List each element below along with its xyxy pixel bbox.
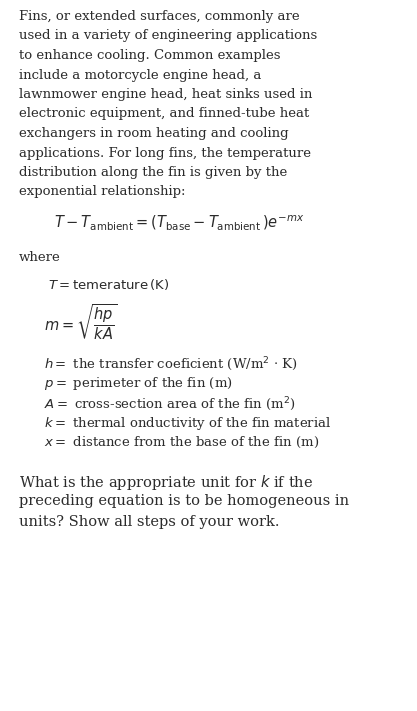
Text: $h = $ the transfer coeficient (W/m$^2$ $\cdot$ K): $h = $ the transfer coeficient (W/m$^2$ … [44, 355, 298, 373]
Text: $x = $ distance from the base of the fin (m): $x = $ distance from the base of the fin… [44, 435, 319, 450]
Text: preceding equation is to be homogeneous in: preceding equation is to be homogeneous … [19, 494, 349, 508]
Text: $A = $ cross-section area of the fin (m$^2$): $A = $ cross-section area of the fin (m$… [44, 395, 296, 412]
Text: $T = \mathrm{temerature\,(K)}$: $T = \mathrm{temerature\,(K)}$ [48, 277, 169, 292]
Text: What is the appropriate unit for $k$ if the: What is the appropriate unit for $k$ if … [19, 473, 313, 492]
Text: distribution along the fin is given by the: distribution along the fin is given by t… [19, 166, 287, 179]
Text: units? Show all steps of your work.: units? Show all steps of your work. [19, 515, 279, 529]
Text: applications. For long fins, the temperature: applications. For long fins, the tempera… [19, 146, 311, 159]
Text: $k = $ thermal onductivity of the fin material: $k = $ thermal onductivity of the fin ma… [44, 415, 331, 432]
Text: electronic equipment, and finned-tube heat: electronic equipment, and finned-tube he… [19, 107, 309, 120]
Text: to enhance cooling. Common examples: to enhance cooling. Common examples [19, 49, 280, 62]
Text: used in a variety of engineering applications: used in a variety of engineering applica… [19, 29, 317, 43]
Text: exchangers in room heating and cooling: exchangers in room heating and cooling [19, 127, 289, 140]
Text: where: where [19, 251, 60, 264]
Text: Fins, or extended surfaces, commonly are: Fins, or extended surfaces, commonly are [19, 10, 299, 23]
Text: lawnmower engine head, heat sinks used in: lawnmower engine head, heat sinks used i… [19, 88, 312, 101]
Text: include a motorcycle engine head, a: include a motorcycle engine head, a [19, 68, 261, 82]
Text: $p = $ perimeter of the fin (m): $p = $ perimeter of the fin (m) [44, 375, 233, 392]
Text: exponential relationship:: exponential relationship: [19, 186, 185, 198]
Text: $m = \sqrt{\dfrac{hp}{kA}}$: $m = \sqrt{\dfrac{hp}{kA}}$ [44, 303, 118, 342]
Text: $T - T_{\rm ambient} = (T_{\rm base} - T_{\rm ambient}\,)e^{-mx}$: $T - T_{\rm ambient} = (T_{\rm base} - T… [54, 213, 304, 232]
